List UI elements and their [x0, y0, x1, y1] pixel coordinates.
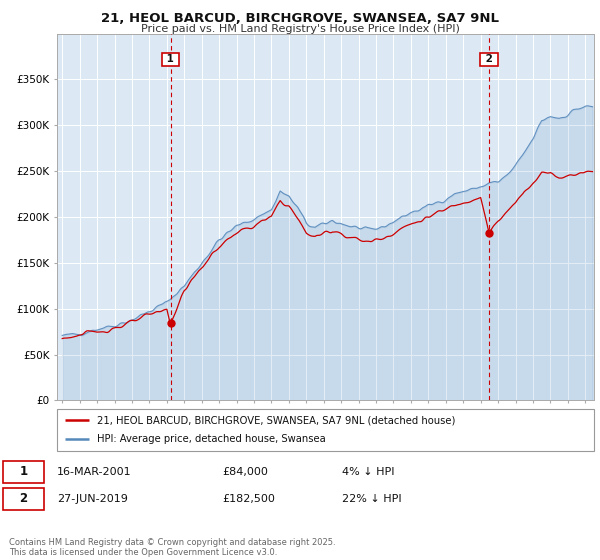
- FancyBboxPatch shape: [57, 409, 594, 451]
- Text: Contains HM Land Registry data © Crown copyright and database right 2025.
This d: Contains HM Land Registry data © Crown c…: [9, 538, 335, 557]
- Text: 4% ↓ HPI: 4% ↓ HPI: [342, 466, 395, 477]
- FancyBboxPatch shape: [3, 488, 44, 510]
- Text: 22% ↓ HPI: 22% ↓ HPI: [342, 493, 401, 503]
- Text: HPI: Average price, detached house, Swansea: HPI: Average price, detached house, Swan…: [97, 435, 326, 445]
- Text: 2: 2: [19, 492, 28, 505]
- Text: Price paid vs. HM Land Registry's House Price Index (HPI): Price paid vs. HM Land Registry's House …: [140, 24, 460, 34]
- Text: 27-JUN-2019: 27-JUN-2019: [57, 493, 128, 503]
- Text: 16-MAR-2001: 16-MAR-2001: [57, 466, 131, 477]
- Text: 21, HEOL BARCUD, BIRCHGROVE, SWANSEA, SA7 9NL (detached house): 21, HEOL BARCUD, BIRCHGROVE, SWANSEA, SA…: [97, 415, 455, 425]
- FancyBboxPatch shape: [3, 461, 44, 483]
- Text: 21, HEOL BARCUD, BIRCHGROVE, SWANSEA, SA7 9NL: 21, HEOL BARCUD, BIRCHGROVE, SWANSEA, SA…: [101, 12, 499, 25]
- Text: 1: 1: [163, 54, 178, 64]
- Text: £84,000: £84,000: [222, 466, 268, 477]
- Text: 1: 1: [19, 465, 28, 478]
- Text: £182,500: £182,500: [222, 493, 275, 503]
- Text: 2: 2: [482, 54, 496, 64]
